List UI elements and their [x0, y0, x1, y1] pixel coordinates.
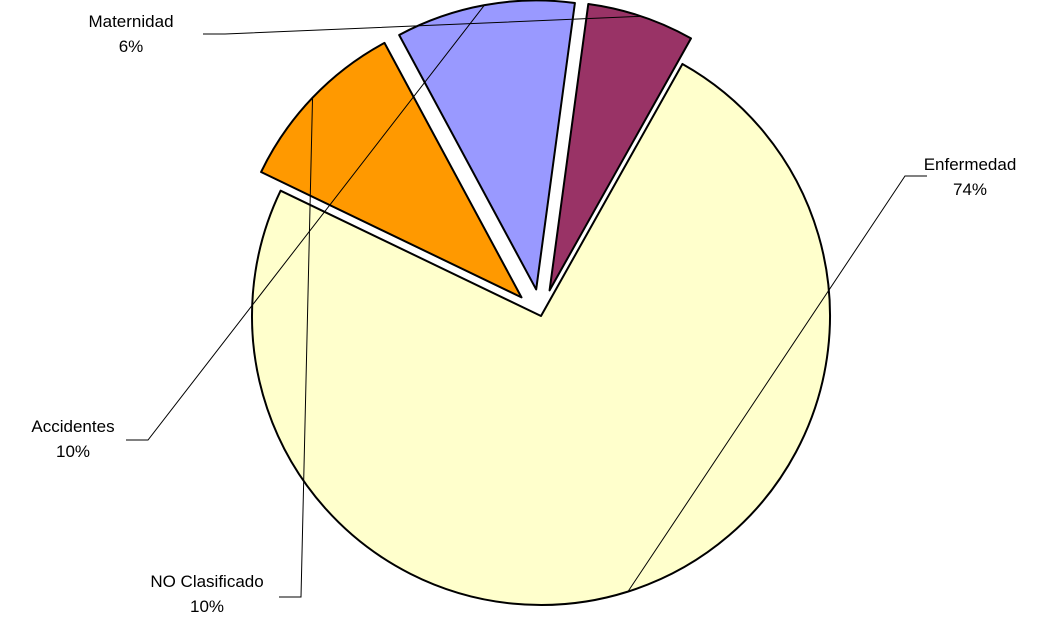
leader-lines — [126, 4, 927, 598]
leader-line-enfermedad — [627, 175, 927, 592]
label-name-accidentes: Accidentes — [31, 417, 114, 436]
pie-slices — [251, 0, 831, 606]
leader-line-no-clasificado — [279, 97, 314, 598]
label-name-enfermedad: Enfermedad — [924, 155, 1017, 174]
label-name-maternidad: Maternidad — [88, 12, 173, 31]
label-percent-enfermedad: 74% — [953, 180, 987, 199]
label-percent-no-clasificado: 10% — [190, 597, 224, 616]
data-labels: Enfermedad 74% NO Clasificado 10% Accidentes… — [31, 12, 1016, 616]
label-name-no-clasificado: NO Clasificado — [150, 572, 263, 591]
label-percent-maternidad: 6% — [119, 37, 144, 56]
leader-line-accidentes — [126, 4, 485, 441]
pie-slice-maternidad — [548, 3, 692, 292]
leader-line-maternidad — [203, 15, 642, 35]
label-percent-accidentes: 10% — [56, 442, 90, 461]
